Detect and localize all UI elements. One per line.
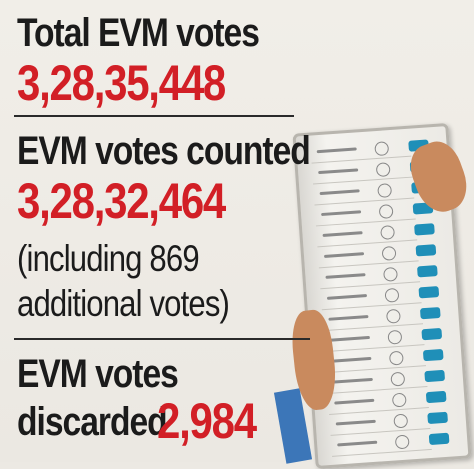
candidate-name-mark [331,356,372,363]
divider [14,115,294,117]
candidate-name-mark [332,377,373,384]
candidate-name-mark [318,168,359,175]
evm-vote-button [422,348,444,362]
evm-vote-button [424,369,446,383]
candidate-name-mark [328,315,369,321]
evm-votes-discarded-value: 2,984 [157,393,257,449]
total-evm-votes-label: Total EVM votes [17,11,260,55]
party-symbol-icon [385,308,401,324]
candidate-name-mark [337,440,378,447]
party-symbol-icon [381,245,397,261]
party-symbol-icon [388,350,404,366]
candidate-name-mark [335,419,376,426]
party-symbol-icon [383,266,398,282]
total-evm-votes-value: 3,28,35,448 [17,55,226,111]
candidate-name-mark [326,294,368,300]
candidate-name-mark [329,335,370,342]
candidate-name-mark [321,210,362,217]
party-symbol-icon [375,162,391,178]
candidate-name-mark [322,231,363,237]
candidate-name-mark [319,189,360,196]
party-symbol-icon [380,224,396,240]
evm-votes-discarded-label-line1: EVM votes [17,352,179,396]
evm-vote-button [425,390,447,404]
candidate-name-mark [325,273,366,279]
counted-note-line2: additional votes) [17,283,230,324]
evm-vote-button [428,432,450,446]
evm-vote-button [417,265,438,278]
evm-votes-counted-label: EVM votes counted [17,129,311,173]
evm-vote-button [421,327,443,341]
party-symbol-icon [384,287,400,303]
party-symbol-icon [387,329,403,345]
candidate-name-mark [323,252,365,258]
party-symbol-icon [394,434,410,450]
party-symbol-icon [374,141,390,157]
divider [14,338,310,340]
candidate-name-mark [334,398,375,405]
evm-vote-button [414,223,435,236]
counted-note-line1: (including 869 [17,238,200,279]
evm-vote-button [415,244,437,257]
evm-vote-button [419,306,441,320]
candidate-name-mark [316,147,357,154]
evm-vote-button [418,286,440,299]
party-symbol-icon [378,204,394,219]
party-symbol-icon [390,371,406,387]
evm-vote-button [427,411,448,425]
party-symbol-icon [377,183,393,199]
party-symbol-icon [391,392,407,408]
evm-votes-counted-value: 3,28,32,464 [17,173,226,229]
party-symbol-icon [393,413,409,429]
evm-votes-discarded-label-line2: discarded [17,400,168,444]
